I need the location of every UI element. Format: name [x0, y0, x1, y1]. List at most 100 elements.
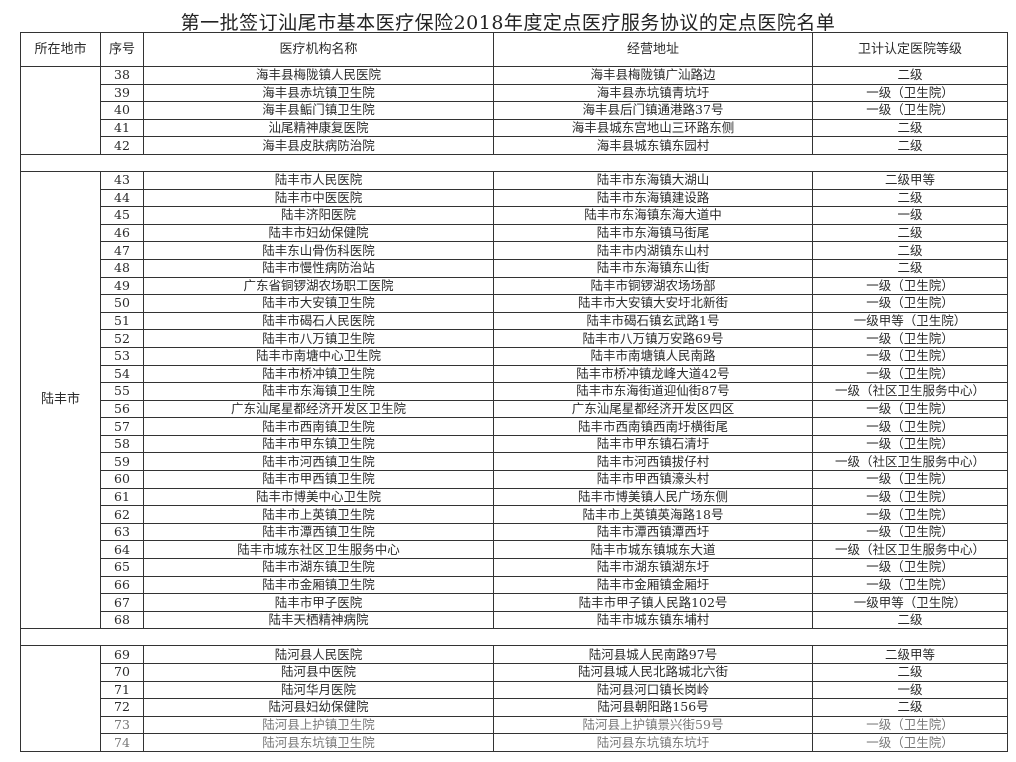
header-address: 经营地址: [493, 32, 813, 67]
address-cell: 陆丰市城东镇城东大道: [493, 540, 813, 560]
name-cell: 陆河县中医院: [143, 663, 494, 682]
table-row: 65 陆丰市湖东镇卫生院 陆丰市湖东镇湖东圩 一级（卫生院）: [21, 558, 1008, 577]
table-row: 63 陆丰市潭西镇卫生院 陆丰市潭西镇潭西圩 一级（卫生院）: [21, 522, 1008, 542]
address-cell: 陆丰市碣石镇玄武路1号: [493, 311, 813, 331]
address-cell: 陆丰市东海镇马街尾: [493, 223, 813, 243]
seq-cell: 58: [100, 434, 144, 454]
seq-cell: 55: [100, 382, 144, 401]
table-row: 70 陆河县中医院 陆河县城人民北路城北六街 二级: [21, 663, 1008, 682]
address-cell: 陆河县上护镇景兴街59号: [493, 715, 813, 735]
table-row: 62 陆丰市上英镇卫生院 陆丰市上英镇英海路18号 一级（卫生院）: [21, 505, 1008, 524]
name-cell: 陆丰市慢性病防治站: [143, 258, 494, 278]
grade-cell: 一级（社区卫生服务中心）: [812, 452, 1008, 472]
seq-cell: 72: [100, 698, 144, 717]
name-cell: 陆丰市桥冲镇卫生院: [143, 364, 494, 384]
grade-cell: 二级: [812, 663, 1008, 682]
grade-cell: 一级（卫生院）: [812, 434, 1008, 454]
table-body: 38 海丰县梅陇镇人民医院 海丰县梅陇镇广汕路边 二级 39 海丰县赤坑镇卫生院 海丰县赤坑…: [20, 66, 1008, 752]
name-cell: 陆河县东坑镇卫生院: [143, 733, 494, 752]
separator-cell: [20, 628, 1008, 647]
seq-cell: 46: [100, 223, 144, 243]
name-cell: 陆丰市东海镇卫生院: [143, 382, 494, 401]
table-row: 38 海丰县梅陇镇人民医院 海丰县梅陇镇广汕路边 二级: [20, 66, 1008, 155]
table-row: 69 陆河县人民医院 陆河县城人民南路97号 二级甲等: [20, 645, 1008, 752]
grade-cell: 一级（卫生院）: [812, 715, 1008, 735]
seq-cell: 52: [100, 329, 144, 348]
table-row: 54 陆丰市桥冲镇卫生院 陆丰市桥冲镇龙峰大道42号 一级（卫生院）: [21, 364, 1008, 384]
address-cell: 海丰县城东宫地山三环路东侧: [493, 118, 813, 138]
table-row: 61 陆丰市博美中心卫生院 陆丰市博美镇人民广场东侧 一级（卫生院）: [21, 487, 1008, 507]
table-row: 陆丰市 43 陆丰市人民医院 陆丰市东海镇大湖山 二级甲等: [20, 170, 1008, 630]
grade-cell: 一级（卫生院）: [812, 522, 1008, 542]
table-row: 55 陆丰市东海镇卫生院 陆丰市东海街道迎仙街87号 一级（社区卫生服务中心）: [21, 382, 1008, 401]
separator-cell: [20, 153, 1008, 172]
name-cell: 陆河县妇幼保健院: [143, 698, 494, 717]
name-cell: 陆丰市妇幼保健院: [143, 223, 494, 243]
grade-cell: 二级: [812, 610, 1008, 630]
header-row: 所在地市 序号 医疗机构名称 经营地址 卫计认定医院等级: [20, 32, 1008, 67]
address-cell: 海丰县赤坑镇青坑圩: [493, 83, 813, 103]
grade-cell: 二级: [812, 223, 1008, 243]
seq-cell: 73: [100, 715, 144, 735]
document-title: 第一批签订汕尾市基本医疗保险2018年度定点医疗服务协议的定点医院名单: [180, 12, 836, 34]
address-cell: 陆河县河口镇长岗岭: [493, 680, 813, 700]
grade-cell: 一级: [812, 680, 1008, 700]
seq-cell: 44: [100, 188, 144, 208]
seq-cell: 45: [100, 206, 144, 225]
grade-cell: 一级甲等（卫生院）: [812, 593, 1008, 612]
group-separator-row: [20, 628, 1008, 647]
address-cell: 陆丰市桥冲镇龙峰大道42号: [493, 364, 813, 384]
city-cell: [20, 645, 101, 752]
seq-cell: 63: [100, 522, 144, 542]
name-cell: 广东汕尾星都经济开发区卫生院: [143, 399, 494, 419]
grade-cell: 一级（卫生院）: [812, 558, 1008, 577]
table-row: 74 陆河县东坑镇卫生院 陆河县东坑镇东坑圩 一级（卫生院）: [21, 733, 1008, 752]
address-cell: 陆河县朝阳路156号: [493, 698, 813, 717]
address-cell: 陆河县城人民南路97号: [493, 645, 813, 664]
address-cell: 陆河县东坑镇东坑圩: [493, 733, 813, 752]
seq-cell: 57: [100, 417, 144, 436]
address-cell: 陆丰市湖东镇湖东圩: [493, 558, 813, 577]
grade-cell: 二级甲等: [812, 170, 1008, 190]
table-row: 66 陆丰市金厢镇卫生院 陆丰市金厢镇金厢圩 一级（卫生院）: [21, 575, 1008, 595]
grade-cell: 一级（卫生院）: [812, 417, 1008, 436]
grade-cell: 二级: [812, 118, 1008, 138]
address-cell: 陆丰市城东镇东埔村: [493, 610, 813, 630]
address-cell: 陆丰市东海镇大湖山: [493, 170, 813, 190]
name-cell: 陆丰市南塘中心卫生院: [143, 346, 494, 366]
name-cell: 陆丰市人民医院: [143, 170, 494, 190]
seq-cell: 50: [100, 294, 144, 313]
seq-cell: 41: [100, 118, 144, 138]
seq-cell: 74: [100, 733, 144, 752]
name-cell: 陆河县上护镇卫生院: [143, 715, 494, 735]
table-row: 68 陆丰天栖精神病院 陆丰市城东镇东埔村 二级: [21, 610, 1008, 630]
name-cell: 陆丰济阳医院: [143, 206, 494, 225]
address-cell: 陆丰市金厢镇金厢圩: [493, 575, 813, 595]
name-cell: 陆丰市河西镇卫生院: [143, 452, 494, 472]
seq-cell: 64: [100, 540, 144, 560]
grade-cell: 二级: [812, 66, 1008, 85]
header-seq: 序号: [100, 32, 144, 67]
hospital-table: 所在地市 序号 医疗机构名称 经营地址 卫计认定医院等级 38 海丰县梅陇镇人民医…: [20, 32, 1008, 752]
table-row: 47 陆丰东山骨伤科医院 陆丰市内湖镇东山村 二级: [21, 241, 1008, 260]
city-cell: [20, 66, 101, 155]
header-city: 所在地市: [20, 32, 101, 67]
name-cell: 海丰县皮肤病防治院: [143, 136, 494, 155]
address-cell: 陆丰市东海镇东海大道中: [493, 206, 813, 225]
address-cell: 陆丰市东海镇建设路: [493, 188, 813, 208]
seq-cell: 61: [100, 487, 144, 507]
grade-cell: 一级甲等（卫生院）: [812, 311, 1008, 331]
seq-cell: 38: [100, 66, 144, 85]
table-row: 57 陆丰市西南镇卫生院 陆丰市西南镇西南圩横街尾 一级（卫生院）: [21, 417, 1008, 436]
seq-cell: 66: [100, 575, 144, 595]
seq-cell: 60: [100, 470, 144, 489]
name-cell: 陆丰市湖东镇卫生院: [143, 558, 494, 577]
seq-cell: 65: [100, 558, 144, 577]
table-row: 46 陆丰市妇幼保健院 陆丰市东海镇马街尾 二级: [21, 223, 1008, 243]
table-row: 39 海丰县赤坑镇卫生院 海丰县赤坑镇青坑圩 一级（卫生院）: [21, 83, 1008, 103]
grade-cell: 二级: [812, 258, 1008, 278]
address-cell: 海丰县城东镇东园村: [493, 136, 813, 155]
seq-cell: 40: [100, 101, 144, 120]
table-row: 53 陆丰市南塘中心卫生院 陆丰市南塘镇人民南路 一级（卫生院）: [21, 346, 1008, 366]
grade-cell: 二级: [812, 698, 1008, 717]
